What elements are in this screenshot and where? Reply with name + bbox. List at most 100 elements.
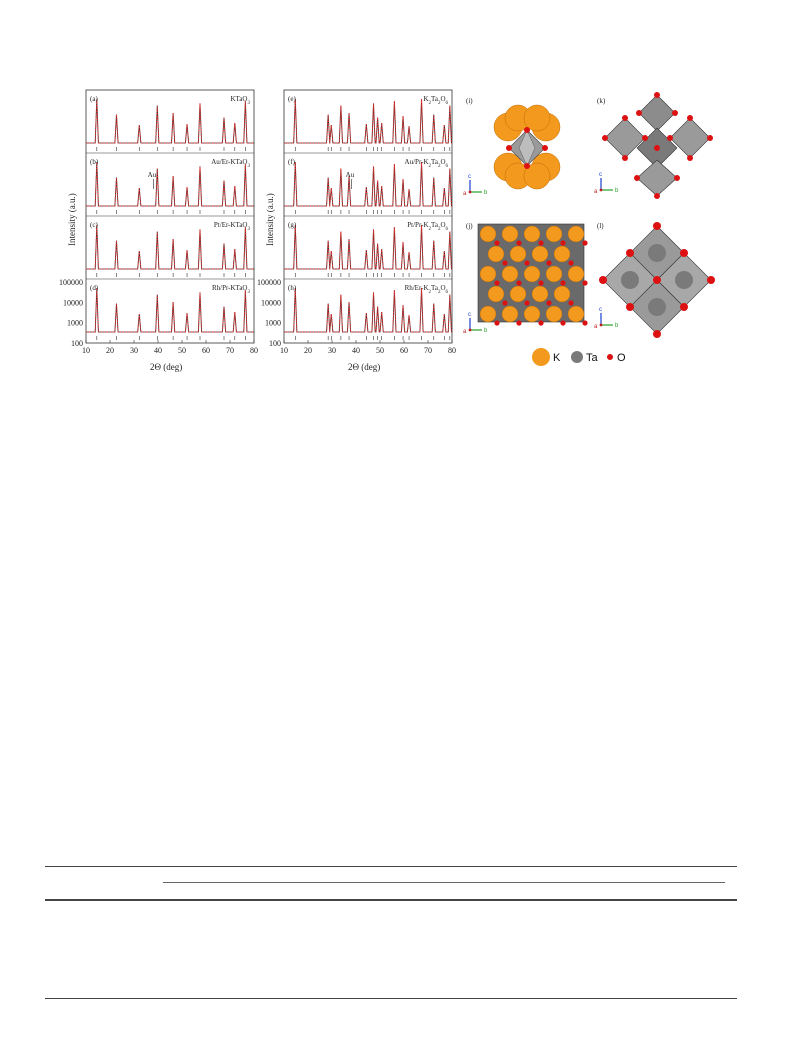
- middle-panel-name: Rh/Er-K2Ta2O6: [405, 284, 449, 295]
- left-x-tick-label: 30: [130, 346, 138, 355]
- k-atom: [479, 265, 497, 283]
- o-atom: [568, 300, 574, 306]
- k-atom: [567, 265, 585, 283]
- left-y-tick-label: 10000: [63, 298, 83, 307]
- y-axis-title-middle: Intensity (a.u.): [265, 193, 275, 246]
- k-atom: [545, 225, 563, 243]
- k-atom: [509, 245, 527, 263]
- k-atom: [531, 285, 549, 303]
- left-calculated-trace: [86, 98, 254, 144]
- structure-l: (l) c b a: [594, 222, 715, 338]
- middle-observed-trace: [284, 161, 452, 207]
- middle-calculated-trace: [284, 287, 452, 333]
- middle-panel-tag: (g): [288, 221, 297, 229]
- k-atom: [487, 245, 505, 263]
- k-atom: [523, 225, 541, 243]
- left-x-tick-label: 60: [202, 346, 210, 355]
- left-y-tick-label: 100000: [59, 278, 83, 287]
- svg-text:a: a: [463, 329, 467, 335]
- legend-k-icon: [532, 348, 550, 366]
- left-panel-name: Au/Er-KTaO3: [211, 158, 250, 169]
- middle-y-tick-label: 1000: [265, 319, 281, 328]
- middle-panel-tag: (h): [288, 284, 297, 292]
- left-panel-tag: (a): [90, 95, 98, 103]
- structure-tag-k: (k): [597, 97, 606, 105]
- structure-tag-l: (l): [597, 222, 604, 230]
- left-observed-trace: [86, 161, 254, 207]
- o-atom: [516, 240, 522, 246]
- left-panel-tag: (d): [90, 284, 99, 292]
- middle-observed-trace: [284, 98, 452, 144]
- left-x-tick-label: 50: [178, 346, 186, 355]
- o-atom: [568, 260, 574, 266]
- o-atom: [494, 280, 500, 286]
- k-atom: [545, 305, 563, 323]
- k-atom: [509, 285, 527, 303]
- svg-text:c: c: [599, 307, 602, 313]
- svg-text:c: c: [468, 312, 471, 318]
- middle-x-tick-label: 40: [352, 346, 360, 355]
- o-atom: [546, 260, 552, 266]
- left-calculated-trace: [86, 224, 254, 270]
- o-atom: [546, 300, 552, 306]
- o-atom: [502, 260, 508, 266]
- middle-y-tick-label: 100: [269, 339, 281, 348]
- o-atom: [538, 280, 544, 286]
- k-atom: [523, 265, 541, 283]
- k-atom: [479, 305, 497, 323]
- legend-ta-icon: [571, 351, 583, 363]
- o-atom: [560, 320, 566, 326]
- o-atom: [516, 320, 522, 326]
- figure: (a) KTaO3 (b) Au/Er-KTaO3 Au (c) Pt/Er-KTaO3 (d…: [59, 89, 715, 372]
- svg-text:a: a: [594, 324, 598, 330]
- middle-x-tick-label: 60: [400, 346, 408, 355]
- k-atom: [553, 245, 571, 263]
- table-header-rule: [45, 899, 737, 901]
- k-atom: [501, 225, 519, 243]
- middle-calculated-trace: [284, 98, 452, 144]
- middle-y-tick-label: 10000: [261, 298, 281, 307]
- left-calculated-trace: [86, 287, 254, 333]
- structure-k: (k) c b a: [594, 92, 713, 199]
- k-atom: [479, 225, 497, 243]
- left-panel-name: Rh/Pr-KTaO3: [212, 284, 251, 295]
- legend-ta-label: Ta: [586, 352, 599, 364]
- xrd-left-column: (a) KTaO3 (b) Au/Er-KTaO3 Au (c) Pt/Er-KTaO3 (d…: [59, 89, 258, 372]
- middle-calculated-trace: [284, 224, 452, 270]
- left-x-tick-label: 80: [250, 346, 258, 355]
- middle-x-tick-label: 80: [448, 346, 456, 355]
- table-top-rule: [45, 866, 737, 867]
- o-atom: [502, 300, 508, 306]
- y-axis-title-left: Intensity (a.u.): [67, 193, 77, 246]
- svg-text:a: a: [463, 191, 467, 197]
- axis-triad-icon: c b a: [594, 172, 619, 195]
- o-atom: [538, 320, 544, 326]
- left-observed-trace: [86, 98, 254, 144]
- axis-triad-icon: c b a: [594, 307, 619, 330]
- left-x-tick-label: 10: [82, 346, 90, 355]
- x-axis-title-middle: 2Θ (deg): [348, 362, 380, 372]
- k-atom: [553, 285, 571, 303]
- legend-k-label: K: [553, 352, 561, 364]
- left-panel-tag: (b): [90, 158, 99, 166]
- legend-o-icon: [607, 354, 613, 360]
- middle-y-tick-label: 100000: [257, 278, 281, 287]
- o-atom: [524, 260, 530, 266]
- axis-triad-icon: c b a: [463, 174, 488, 197]
- middle-x-tick-label: 70: [424, 346, 432, 355]
- axis-triad-icon: c b a: [463, 312, 488, 335]
- left-panel-name: KTaO3: [230, 95, 250, 106]
- o-atom: [524, 300, 530, 306]
- middle-observed-trace: [284, 224, 452, 270]
- middle-x-tick-label: 50: [376, 346, 384, 355]
- left-annotation: Au: [148, 171, 157, 179]
- left-panel-name: Pt/Er-KTaO3: [214, 221, 251, 232]
- middle-calculated-trace: [284, 161, 452, 207]
- structure-tag-i: (i): [466, 97, 473, 105]
- left-x-tick-label: 70: [226, 346, 234, 355]
- x-axis-title-left: 2Θ (deg): [150, 362, 182, 372]
- middle-panel-tag: (f): [288, 158, 296, 166]
- structure-tag-j: (j): [466, 222, 473, 230]
- o-atom: [582, 320, 588, 326]
- left-calculated-trace: [86, 161, 254, 207]
